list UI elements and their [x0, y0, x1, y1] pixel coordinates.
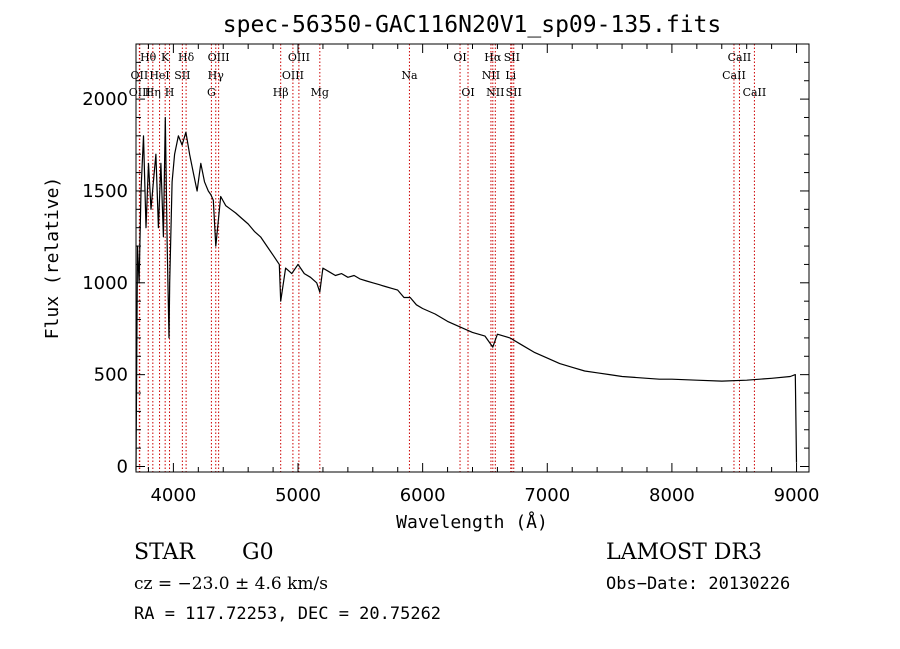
y-tick-label: 1000 — [82, 273, 128, 294]
line-label-6: H — [165, 86, 175, 99]
line-label-8: Hδ — [178, 51, 195, 64]
y-tick-label: 2000 — [82, 89, 128, 110]
chart-title: spec-56350-GAC116N20V1_sp09-135.fits — [223, 12, 722, 38]
line-label-10: Hγ — [208, 69, 225, 82]
x-tick-label: 5000 — [275, 485, 321, 506]
line-label-26: CaII — [728, 51, 752, 64]
line-label-24: SII — [506, 86, 522, 99]
x-axis-label: Wavelength (Å) — [396, 511, 548, 533]
line-label-25: CaII — [722, 69, 746, 82]
y-tick-label: 0 — [117, 456, 128, 477]
object-subclass: G0 — [242, 540, 274, 565]
line-label-18: OI — [461, 86, 474, 99]
line-label-17: OI — [453, 51, 466, 64]
line-label-7: SII — [174, 69, 190, 82]
x-tick-label: 8000 — [649, 485, 695, 506]
line-label-13: OIII — [282, 69, 304, 82]
line-label-19: NII — [482, 69, 500, 82]
y-axis-label: Flux (relative) — [42, 177, 63, 340]
line-label-15: Mg — [311, 86, 329, 99]
survey-name: LAMOST DR3 — [606, 540, 762, 565]
line-label-9: G — [207, 86, 216, 99]
line-label-14: OIII — [288, 51, 310, 64]
spectrum-line — [135, 116, 798, 471]
emission-line-markers — [138, 44, 755, 472]
line-label-3: Hη — [145, 86, 161, 99]
plot-frame — [135, 43, 810, 473]
obs-date: Obs−Date: 20130226 — [606, 574, 790, 594]
x-axis-ticks: 4000 5000 6000 7000 8000 9000 — [147, 44, 820, 506]
y-tick-label: 1500 — [82, 181, 128, 202]
line-label-21: NII — [486, 86, 504, 99]
x-tick-label: 7000 — [524, 485, 570, 506]
line-label-1: OIII — [129, 86, 151, 99]
y-tick-label: 500 — [94, 365, 128, 386]
line-label-5: K — [161, 51, 170, 64]
line-label-2: Hθ — [140, 51, 157, 64]
line-label-23: SII — [504, 51, 520, 64]
y-axis-ticks: 0 500 1000 1500 2000 — [82, 61, 809, 477]
line-label-27: CaII — [743, 86, 767, 99]
line-label-22: Li — [505, 69, 516, 82]
redshift-info: cz = −23.0 ± 4.6 km/s — [134, 574, 328, 594]
emission-line-labels: OII OIII Hθ Hη HeI K H SII Hδ G Hγ OIII Hβ OIII OIII Mg… — [129, 51, 767, 99]
object-class: STAR — [134, 540, 196, 565]
x-tick-label: 9000 — [774, 485, 820, 506]
x-tick-label: 6000 — [400, 485, 446, 506]
line-label-20: Hα — [484, 51, 502, 64]
coordinates: RA = 117.72253, DEC = 20.75262 — [134, 604, 441, 624]
line-label-16: Na — [401, 69, 418, 82]
line-label-11: OIII — [208, 51, 230, 64]
line-label-4: HeI — [149, 69, 169, 82]
x-tick-label: 4000 — [150, 485, 196, 506]
line-label-12: Hβ — [273, 86, 289, 99]
line-label-0: OII — [131, 69, 149, 82]
